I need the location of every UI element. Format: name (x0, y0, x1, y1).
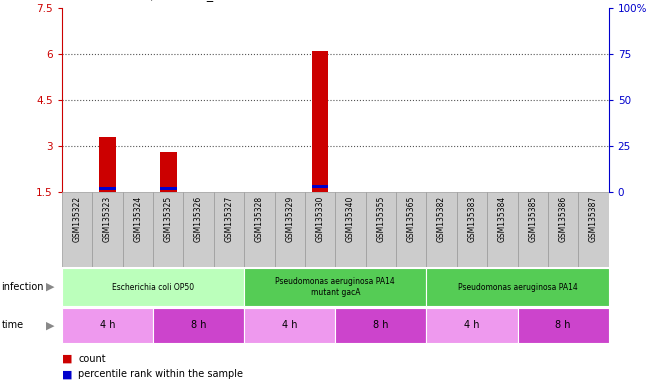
FancyBboxPatch shape (457, 192, 487, 267)
Bar (99, 137, 116, 192)
Text: GSM135382: GSM135382 (437, 196, 446, 242)
Text: ■: ■ (62, 369, 72, 379)
Bar (159, 152, 176, 192)
FancyBboxPatch shape (305, 192, 335, 267)
Text: GSM135325: GSM135325 (163, 196, 173, 242)
Text: GSM135386: GSM135386 (559, 196, 568, 242)
FancyBboxPatch shape (578, 192, 609, 267)
FancyBboxPatch shape (244, 192, 275, 267)
FancyBboxPatch shape (62, 192, 92, 267)
FancyBboxPatch shape (153, 192, 184, 267)
Text: GDS3252 / 180819_at: GDS3252 / 180819_at (88, 0, 226, 1)
Text: 4 h: 4 h (282, 320, 298, 331)
Text: 4 h: 4 h (100, 320, 115, 331)
FancyBboxPatch shape (62, 268, 244, 306)
Text: GSM135322: GSM135322 (72, 196, 81, 242)
Text: GSM135385: GSM135385 (528, 196, 537, 242)
FancyBboxPatch shape (335, 308, 426, 343)
FancyBboxPatch shape (426, 268, 609, 306)
Text: GSM135330: GSM135330 (316, 196, 325, 242)
Text: 8 h: 8 h (555, 320, 571, 331)
FancyBboxPatch shape (153, 308, 244, 343)
Text: infection: infection (1, 282, 44, 292)
Text: GSM135384: GSM135384 (498, 196, 507, 242)
FancyBboxPatch shape (426, 192, 457, 267)
Text: GSM135328: GSM135328 (255, 196, 264, 242)
FancyBboxPatch shape (335, 192, 366, 267)
FancyBboxPatch shape (518, 308, 609, 343)
Text: Pseudomonas aeruginosa PA14
mutant gacA: Pseudomonas aeruginosa PA14 mutant gacA (275, 277, 395, 297)
Text: GSM135365: GSM135365 (407, 196, 416, 242)
Bar (312, 185, 329, 188)
Text: GSM135383: GSM135383 (467, 196, 477, 242)
Text: GSM135387: GSM135387 (589, 196, 598, 242)
FancyBboxPatch shape (184, 192, 214, 267)
FancyBboxPatch shape (275, 192, 305, 267)
FancyBboxPatch shape (244, 308, 335, 343)
Text: GSM135329: GSM135329 (285, 196, 294, 242)
FancyBboxPatch shape (92, 192, 122, 267)
Text: Escherichia coli OP50: Escherichia coli OP50 (112, 283, 194, 291)
Bar (159, 187, 176, 190)
Text: ▶: ▶ (46, 282, 55, 292)
Text: 4 h: 4 h (464, 320, 480, 331)
FancyBboxPatch shape (122, 192, 153, 267)
Text: 8 h: 8 h (191, 320, 206, 331)
FancyBboxPatch shape (548, 192, 578, 267)
Text: GSM135323: GSM135323 (103, 196, 112, 242)
Text: GSM135355: GSM135355 (376, 196, 385, 242)
FancyBboxPatch shape (487, 192, 518, 267)
Text: ▶: ▶ (46, 320, 55, 331)
FancyBboxPatch shape (214, 192, 244, 267)
FancyBboxPatch shape (518, 192, 548, 267)
FancyBboxPatch shape (396, 192, 426, 267)
Text: percentile rank within the sample: percentile rank within the sample (78, 369, 243, 379)
Text: GSM135326: GSM135326 (194, 196, 203, 242)
FancyBboxPatch shape (244, 268, 426, 306)
Text: ■: ■ (62, 354, 72, 364)
Bar (312, 51, 329, 192)
Text: GSM135324: GSM135324 (133, 196, 143, 242)
Text: count: count (78, 354, 105, 364)
Text: GSM135340: GSM135340 (346, 196, 355, 242)
FancyBboxPatch shape (366, 192, 396, 267)
Bar (99, 187, 116, 190)
Text: GSM135327: GSM135327 (225, 196, 234, 242)
FancyBboxPatch shape (426, 308, 518, 343)
FancyBboxPatch shape (62, 308, 153, 343)
Text: 8 h: 8 h (373, 320, 389, 331)
Text: Pseudomonas aeruginosa PA14: Pseudomonas aeruginosa PA14 (458, 283, 577, 291)
Text: time: time (1, 320, 23, 331)
